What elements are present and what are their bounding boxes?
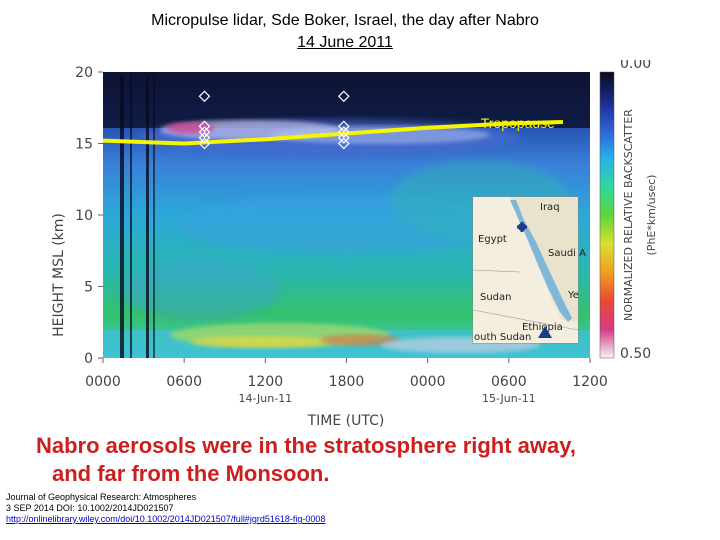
chart-title-line2: 14 June 2011 <box>297 34 393 51</box>
colorbar-strip <box>599 71 615 359</box>
aerosol-diamond-marker <box>337 137 350 150</box>
map-label: Egypt <box>478 234 507 245</box>
nabro-volcano-icon <box>538 326 552 338</box>
x-axis-label: TIME (UTC) <box>307 413 385 429</box>
citation-journal: Journal of Geophysical Research: Atmosph… <box>6 492 197 502</box>
colorbar-max-label: 0.50 <box>620 346 651 362</box>
x-tick-label: 1200 <box>248 374 284 390</box>
red-sea <box>510 200 572 322</box>
y-tick-label: 0 <box>84 351 93 367</box>
aerosol-diamond-marker <box>198 131 211 144</box>
map-label: Ethiopia <box>522 322 563 333</box>
y-tick-label: 5 <box>84 280 93 296</box>
headline-line2: and far from the Monsoon. <box>52 461 330 486</box>
headline-line1: Nabro aerosols were in the stratosphere … <box>36 433 576 458</box>
aerosol-diamond-marker <box>198 137 211 150</box>
tropopause-series <box>102 120 563 146</box>
aerosol-diamond-marker <box>337 90 350 103</box>
colorbar-min-label: 0.00 <box>620 60 651 72</box>
map-label: Saudi A <box>548 248 586 259</box>
date-label: 15-Jun-11 <box>482 392 536 405</box>
aerosol-diamond-marker <box>198 120 211 133</box>
lidar-figure: Tropopause Iraq Egypt Saudi A Sudan Ye Ethiop… <box>51 60 658 429</box>
map-label: outh Sudan <box>474 332 531 343</box>
y-tick-label: 20 <box>75 65 93 81</box>
x-tick-label: 1200 <box>572 374 608 390</box>
colorbar-units: (PhE*km/usec) <box>645 175 658 256</box>
chart-title-line1: Micropulse lidar, Sde Boker, Israel, the… <box>151 12 539 29</box>
date-label: 14-Jun-11 <box>238 392 292 405</box>
aerosol-markers <box>198 90 350 150</box>
x-tick-label: 0000 <box>410 374 446 390</box>
aerosol-diamond-marker <box>337 126 350 138</box>
map-label: Iraq <box>540 202 560 213</box>
y-tick-label: 15 <box>75 137 93 153</box>
map-label: Ye <box>567 290 579 301</box>
x-axis: 0000 0600 1200 1800 0000 0600 1200 14-Jun-11 15-… <box>85 358 608 405</box>
colorbar-label: NORMALIZED RELATIVE BACKSCATTER <box>622 109 635 321</box>
citation-doi: 3 SEP 2014 DOI: 10.1002/2014JD021507 <box>6 503 174 513</box>
y-axis-label: HEIGHT MSL (km) <box>51 213 67 337</box>
tropopause-line: Tropopause <box>102 115 563 146</box>
x-tick-label: 1800 <box>329 374 365 390</box>
x-tick-label: 0600 <box>166 374 202 390</box>
x-tick-label: 0600 <box>491 374 527 390</box>
aerosol-diamond-marker <box>198 90 211 103</box>
citation: Journal of Geophysical Research: Atmosph… <box>6 492 325 525</box>
aerosol-diamond-marker <box>337 131 350 144</box>
aerosol-diamond-marker <box>198 126 211 138</box>
tropopause-label: Tropopause <box>481 115 555 131</box>
y-tick-label: 10 <box>75 208 93 224</box>
map-label: Sudan <box>480 292 512 303</box>
colorbar: 0.00 0.50 NORMALIZED RELATIVE BACKSCATTE… <box>599 60 658 362</box>
aerosol-diamond-marker <box>337 120 350 133</box>
map-inset: Iraq Egypt Saudi A Sudan Ye Ethiopia outh Suda… <box>472 196 586 344</box>
citation-link[interactable]: http://onlinelibrary.wiley.com/doi/10.10… <box>6 514 326 524</box>
headline: Nabro aerosols were in the stratosphere … <box>36 432 676 488</box>
y-axis: 0 5 10 15 20 <box>75 65 103 367</box>
x-tick-label: 0000 <box>85 374 121 390</box>
